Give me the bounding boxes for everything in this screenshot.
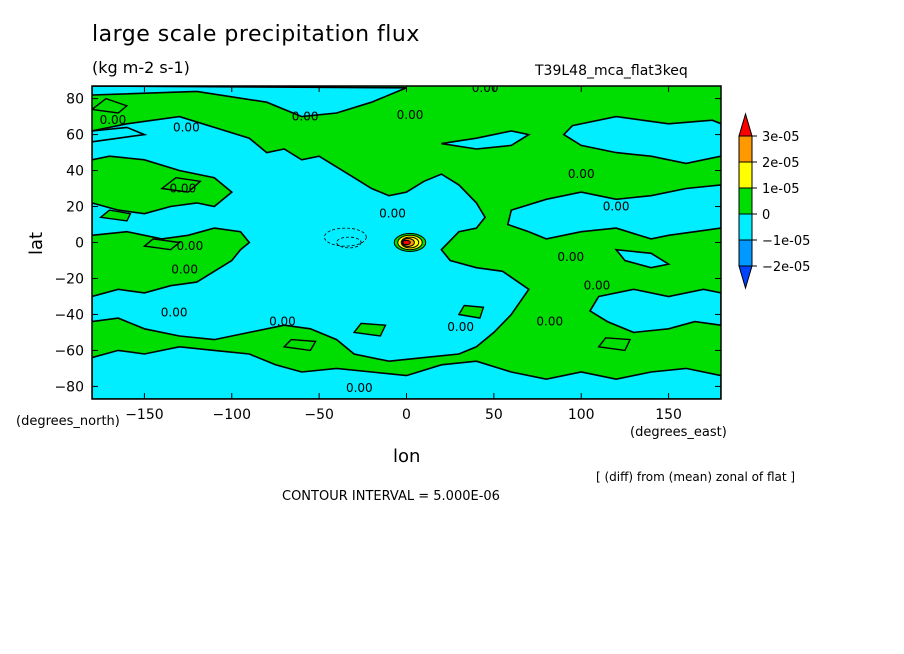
y-tick-label: −40: [54, 307, 84, 323]
contour-label: 0.00: [397, 108, 424, 122]
negative-region: [616, 249, 669, 268]
contour-label: 0.00: [472, 81, 499, 95]
negative-region: [507, 184, 721, 239]
x-tick-label: 50: [485, 407, 503, 423]
zero-contour-line: [614, 248, 671, 269]
y-tick-label: 20: [66, 200, 84, 216]
zero-contour-line: [457, 304, 485, 319]
diff-note: [ (diff) from (mean) zonal of flat ]: [596, 470, 796, 484]
colorbar-label: 0: [762, 208, 770, 223]
zero-contour-line: [506, 184, 721, 240]
zero-contour-line: [352, 322, 387, 337]
zero-contour-line: [160, 176, 202, 193]
contour-label: 0.00: [269, 315, 296, 329]
contour-label: 0.00: [100, 113, 127, 127]
contour-label: 0.00: [171, 262, 198, 276]
y-tick-label: 60: [66, 128, 84, 144]
colorbar-swatch: [738, 213, 753, 241]
contour-label: 0.00: [536, 315, 563, 329]
run-label: T39L48_mca_flat3keq: [535, 63, 688, 79]
y-tick-label: −60: [54, 343, 84, 359]
y-tick-label: −20: [54, 271, 84, 287]
y-tick-label: −80: [54, 379, 84, 395]
contour-label: 0.00: [346, 381, 373, 395]
contour-label: 0.00: [379, 207, 406, 221]
peak-contour: [402, 239, 411, 246]
x-axis-label: lon: [393, 446, 421, 467]
zero-contour-line: [99, 209, 132, 222]
colorbar-swatch: [738, 135, 753, 163]
contour-label: 0.00: [161, 306, 188, 320]
x-tick-label: −50: [304, 407, 334, 423]
colorbar-label: 3e-05: [762, 130, 800, 145]
zero-contour-line: [92, 115, 530, 363]
negative-contour-line: [323, 227, 367, 247]
x-tick-label: 150: [655, 407, 682, 423]
x-tick-label: 0: [402, 407, 411, 423]
y-tick-label: 0: [75, 236, 84, 252]
positive-patch: [92, 98, 127, 113]
contour-label: 0.00: [584, 279, 611, 293]
colorbar-label: −2e-05: [762, 260, 810, 275]
zero-contour-line: [92, 126, 148, 143]
negative-contour-line: [336, 236, 362, 249]
colorbar-label: 2e-05: [762, 156, 800, 171]
negative-region: [92, 86, 407, 117]
zero-contour-line: [92, 345, 721, 399]
negative-region: [92, 116, 529, 362]
zero-contour-line: [588, 288, 721, 334]
y-axis-label: lat: [26, 231, 47, 255]
colorbar-swatch: [738, 239, 753, 267]
contour-label: 0.00: [292, 110, 319, 124]
x-tick-label: 100: [568, 407, 595, 423]
y-tick-label: 80: [66, 92, 84, 108]
zero-contour-line: [282, 338, 317, 352]
contour-label: 0.00: [173, 120, 200, 134]
negative-region: [590, 289, 721, 333]
zero-contour-line: [597, 337, 632, 352]
contour-label: 0.00: [447, 320, 474, 334]
contour-label: 0.00: [176, 239, 203, 253]
zero-contour-line: [92, 97, 129, 114]
contour-interval: CONTOUR INTERVAL = 5.000E-06: [282, 489, 500, 504]
colorbar-label: 1e-05: [762, 182, 800, 197]
contour-label: 0.00: [557, 250, 584, 264]
contour-label: 0.00: [568, 167, 595, 181]
y-axis-units: (degrees_north): [16, 414, 120, 429]
colorbar-swatch: [738, 161, 753, 189]
zero-contour-line: [562, 115, 721, 165]
colorbar-label: −1e-05: [762, 234, 810, 249]
colorbar-arrow-top: [738, 112, 753, 137]
negative-region: [92, 346, 721, 399]
negative-region: [441, 131, 529, 149]
zero-contour-line: [142, 238, 182, 251]
x-axis-units: (degrees_east): [630, 425, 727, 440]
contour-label: 0.00: [603, 200, 630, 214]
zero-contour-line: [441, 130, 531, 150]
y-tick-label: 40: [66, 164, 84, 180]
chart-units: (kg m-2 s-1): [92, 58, 190, 77]
x-tick-label: −150: [125, 407, 163, 423]
contour-label: 0.00: [169, 182, 196, 196]
colorbar-arrow-bottom: [738, 265, 753, 290]
chart-title: large scale precipitation flux: [92, 22, 420, 47]
negative-region: [563, 116, 721, 164]
colorbar-swatch: [738, 187, 753, 215]
negative-region: [92, 127, 145, 142]
x-tick-label: −100: [213, 407, 251, 423]
